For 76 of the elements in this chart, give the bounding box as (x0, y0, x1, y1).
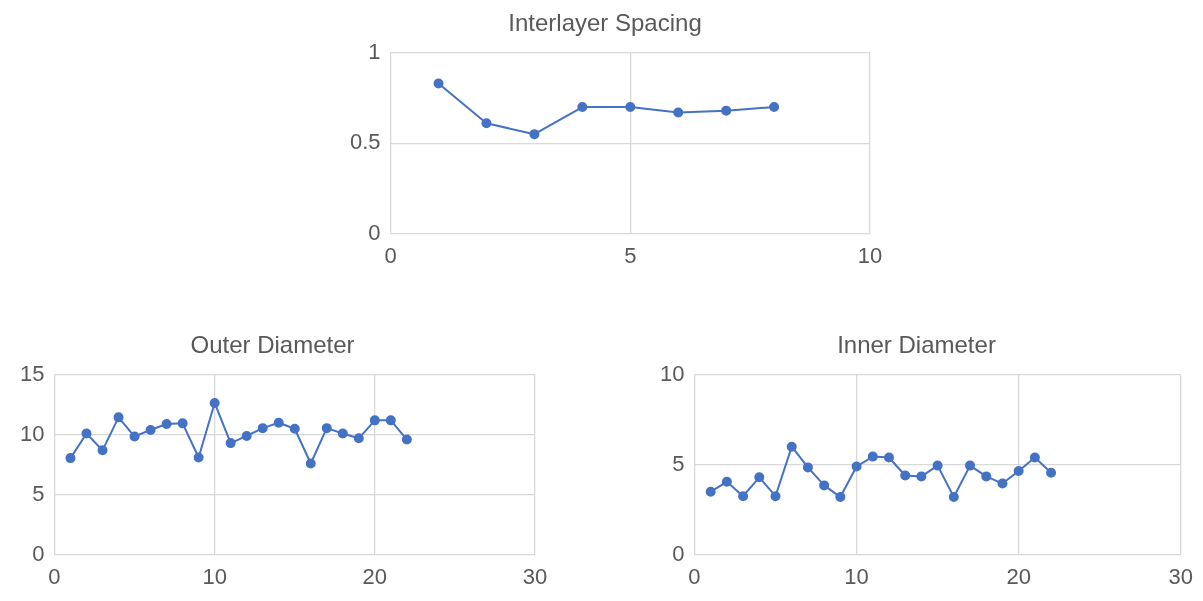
y-tick-label: 0 (672, 540, 685, 566)
point (337, 428, 348, 439)
point (835, 492, 846, 503)
point (754, 472, 765, 483)
point (257, 423, 268, 434)
chart-title: Outer Diameter (190, 331, 355, 359)
y-tick-label: 5 (32, 480, 45, 506)
y-tick-label: 0 (368, 219, 381, 245)
point (1029, 452, 1040, 463)
x-tick-label: 0 (384, 242, 397, 268)
point (289, 423, 300, 434)
y-tick-label: 15 (19, 360, 45, 386)
x-tick-label: 0 (688, 563, 701, 589)
point (353, 433, 364, 444)
point (577, 102, 588, 113)
point (433, 78, 444, 89)
point (770, 491, 781, 502)
point (997, 478, 1008, 489)
x-tick-label: 0 (48, 563, 61, 589)
point (705, 486, 716, 497)
point (948, 492, 959, 503)
point (721, 476, 732, 487)
point (97, 445, 108, 456)
point (738, 491, 749, 502)
point (932, 460, 943, 471)
x-tick-label: 10 (202, 563, 227, 589)
point (81, 428, 92, 439)
point (65, 453, 76, 464)
point (900, 470, 911, 481)
point (786, 441, 797, 452)
point (145, 424, 156, 435)
point (369, 415, 380, 426)
point (273, 417, 284, 428)
x-tick-label: 10 (844, 563, 869, 589)
chart-title: Interlayer Spacing (508, 9, 702, 37)
y-tick-label: 10 (659, 360, 685, 386)
x-tick-label: 20 (1006, 563, 1031, 589)
point (965, 460, 976, 471)
point (305, 458, 316, 469)
point (1013, 465, 1024, 476)
x-tick-label: 10 (857, 242, 883, 268)
point (851, 461, 862, 472)
chart-title: Inner Diameter (837, 331, 996, 359)
y-tick-label: 1 (368, 38, 381, 64)
y-tick-label: 5 (672, 450, 685, 476)
x-tick-label: 20 (362, 563, 388, 589)
y-tick-label: 0.5 (349, 129, 381, 155)
y-tick-label: 10 (19, 420, 45, 446)
point (193, 452, 204, 463)
point (225, 438, 236, 449)
point (209, 397, 220, 408)
point (241, 430, 252, 441)
point (401, 434, 412, 445)
point (883, 452, 894, 463)
point (625, 102, 636, 113)
x-tick-label: 30 (522, 563, 548, 589)
point (1046, 467, 1057, 478)
point (177, 418, 188, 429)
point (769, 102, 780, 113)
point (529, 129, 540, 140)
point (481, 118, 492, 129)
point (981, 471, 992, 482)
point (113, 412, 124, 423)
point (916, 471, 927, 482)
point (673, 107, 684, 118)
point (129, 431, 140, 442)
point (819, 480, 830, 491)
point (385, 415, 396, 426)
y-tick-label: 0 (32, 540, 45, 566)
point (321, 423, 332, 434)
point (721, 105, 732, 116)
point (802, 462, 813, 473)
x-tick-label: 30 (1168, 563, 1194, 589)
point (867, 451, 878, 462)
point (161, 418, 172, 429)
x-tick-label: 5 (624, 242, 637, 268)
